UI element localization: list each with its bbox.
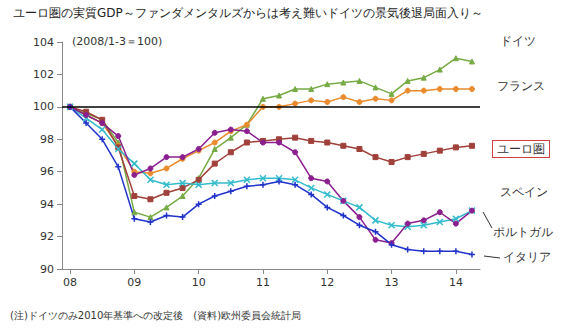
svg-text:(注)ドイツのみ2010年基準への改定後 (資料)欧州委員会: (注)ドイツのみ2010年基準への改定後 (資料)欧州委員会統計局 xyxy=(10,310,301,321)
svg-text:13: 13 xyxy=(385,276,399,289)
svg-text:10: 10 xyxy=(192,276,206,289)
svg-text:12: 12 xyxy=(320,276,334,289)
svg-text:11: 11 xyxy=(256,276,270,289)
svg-text:14: 14 xyxy=(449,276,463,289)
svg-text:90: 90 xyxy=(40,263,54,276)
svg-text:102: 102 xyxy=(33,68,54,81)
svg-text:ドイツ: ドイツ xyxy=(500,34,536,48)
svg-text:スペイン: スペイン xyxy=(500,185,548,199)
svg-text:イタリア: イタリア xyxy=(503,250,551,264)
svg-text:96: 96 xyxy=(40,165,54,178)
svg-text:フランス: フランス xyxy=(497,79,545,93)
svg-text:104: 104 xyxy=(33,36,54,49)
svg-text:92: 92 xyxy=(40,230,54,243)
svg-text:(2008/1-3＝100): (2008/1-3＝100) xyxy=(72,35,162,48)
svg-text:09: 09 xyxy=(127,276,141,289)
svg-text:98: 98 xyxy=(40,133,54,146)
svg-text:100: 100 xyxy=(33,100,54,113)
svg-text:94: 94 xyxy=(40,198,54,211)
svg-text:ユーロ圏: ユーロ圏 xyxy=(497,142,545,156)
svg-text:ユーロ圏の実質GDP～ファンダメンタルズからは考え難いドイツ: ユーロ圏の実質GDP～ファンダメンタルズからは考え難いドイツの景気後退局面入り～ xyxy=(13,6,483,20)
svg-text:ポルトガル: ポルトガル xyxy=(493,225,553,239)
svg-text:08: 08 xyxy=(63,276,77,289)
